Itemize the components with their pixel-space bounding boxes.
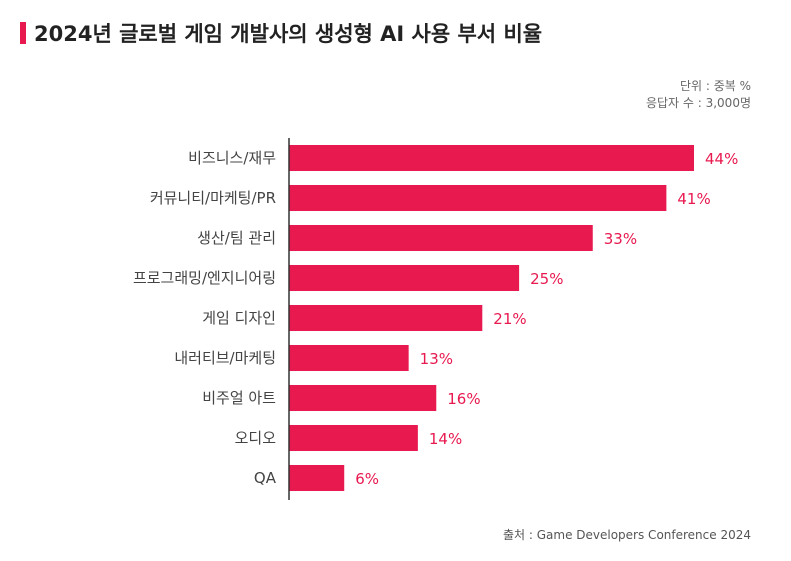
category-label: 비주얼 아트 bbox=[202, 389, 276, 407]
respondents-note: 응답자 수 : 3,000명 bbox=[645, 96, 751, 110]
category-label: 커뮤니티/마케팅/PR bbox=[150, 189, 276, 207]
bar bbox=[289, 185, 667, 211]
bar bbox=[289, 385, 437, 411]
bar bbox=[289, 225, 593, 251]
value-label: 21% bbox=[493, 310, 526, 328]
value-label: 33% bbox=[604, 230, 637, 248]
value-label: 14% bbox=[429, 430, 462, 448]
bar bbox=[289, 305, 483, 331]
title-accent-bar bbox=[20, 22, 26, 44]
category-label: 내러티브/마케팅 bbox=[174, 349, 276, 367]
category-label: 프로그래밍/엔지니어링 bbox=[133, 269, 276, 287]
value-label: 44% bbox=[705, 150, 738, 168]
value-label: 16% bbox=[447, 390, 480, 408]
value-label: 41% bbox=[677, 190, 710, 208]
bar bbox=[289, 345, 409, 371]
bar bbox=[289, 145, 694, 171]
bar bbox=[289, 465, 345, 491]
chart-meta: 단위 : 중복 % 응답자 수 : 3,000명 bbox=[646, 78, 751, 112]
value-label: 13% bbox=[420, 350, 453, 368]
chart-title: 2024년 글로벌 게임 개발사의 생성형 AI 사용 부서 비율 bbox=[34, 22, 543, 46]
category-label: QA bbox=[254, 469, 277, 487]
bar bbox=[289, 425, 418, 451]
category-label: 비즈니스/재무 bbox=[188, 149, 276, 167]
value-label: 25% bbox=[530, 270, 563, 288]
unit-note: 단위 : 중복 % bbox=[679, 79, 751, 93]
value-label: 6% bbox=[355, 470, 379, 488]
bar bbox=[289, 265, 520, 291]
category-label: 생산/팀 관리 bbox=[197, 229, 276, 247]
source-note: 출처 : Game Developers Conference 2024 bbox=[502, 528, 751, 542]
category-label: 게임 디자인 bbox=[202, 309, 276, 327]
category-label: 오디오 bbox=[235, 429, 277, 447]
